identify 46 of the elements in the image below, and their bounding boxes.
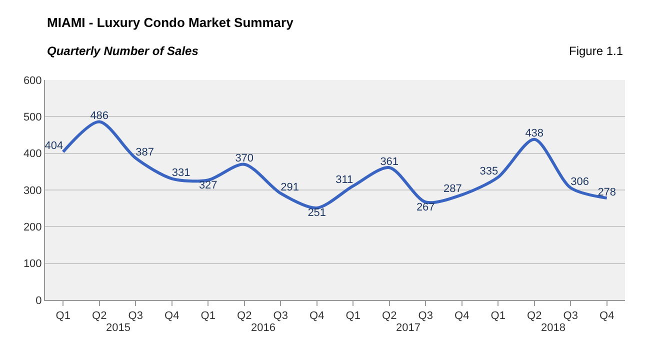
x-tick-label: Q4 <box>310 310 324 322</box>
data-label: 251 <box>308 207 326 220</box>
chart-subtitle: Quarterly Number of Sales <box>47 44 199 58</box>
data-label: 486 <box>90 110 109 122</box>
text: 2016 <box>251 322 276 334</box>
data-label: 287 <box>444 183 462 196</box>
y-tick-label: 200 <box>23 222 42 234</box>
x-tick-label: Q2 <box>237 310 252 322</box>
x-tick-label: Q1 <box>56 310 70 322</box>
data-label: 267 <box>416 201 435 214</box>
x-tick-label: Q2 <box>382 310 397 322</box>
data-label: 311 <box>336 174 354 186</box>
y-tick-label: 600 <box>23 74 42 87</box>
data-label: 361 <box>380 156 399 168</box>
y-tick-label: 100 <box>23 258 42 270</box>
x-tick-label: Q4 <box>600 310 614 322</box>
y-tick-label: 500 <box>23 112 42 124</box>
x-tick-label: Q3 <box>418 310 433 322</box>
data-label: 404 <box>44 140 64 152</box>
text: 2017 <box>396 322 420 334</box>
data-label: 291 <box>280 182 299 194</box>
data-label: 387 <box>136 146 154 158</box>
data-label: 335 <box>480 165 498 178</box>
x-tick-label: Q4 <box>164 310 180 322</box>
x-tick-label: Q3 <box>563 310 578 322</box>
chart-title: MIAMI - Luxury Condo Market Summary <box>47 15 294 30</box>
data-label: 370 <box>235 152 254 165</box>
x-tick-label: Q1 <box>490 310 506 322</box>
y-tick-label: 400 <box>23 148 42 160</box>
x-tick-label: Q2 <box>92 310 107 322</box>
x-tick-label: Q2 <box>527 310 542 322</box>
caption: Figure 1.1 <box>569 44 624 58</box>
x-tick-label: Q1 <box>200 310 216 322</box>
data-label: 327 <box>198 179 218 192</box>
data-label: 438 <box>525 128 544 140</box>
data-label: 331 <box>172 166 190 179</box>
x-tick-label: Q3 <box>128 310 143 322</box>
y-tick-label: 300 <box>23 184 42 197</box>
data-label: 278 <box>598 186 616 198</box>
text: 2018 <box>541 322 566 334</box>
x-tick-label: Q1 <box>346 310 360 322</box>
y-tick-label: 0 <box>36 294 42 307</box>
data-label: 306 <box>570 176 589 188</box>
x-tick-label: Q3 <box>273 310 288 322</box>
text: 2015 <box>106 322 130 334</box>
x-tick-label: Q4 <box>454 310 470 322</box>
